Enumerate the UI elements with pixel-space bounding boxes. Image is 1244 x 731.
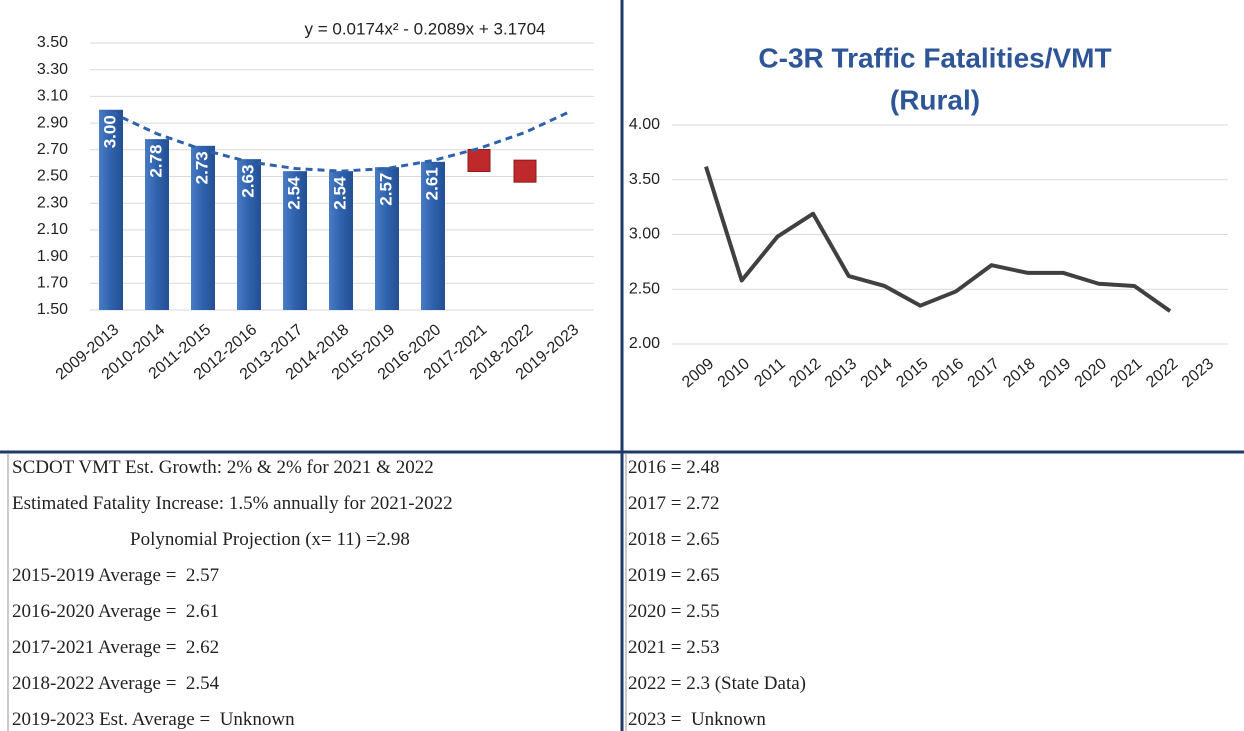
bar	[99, 109, 123, 310]
x-tick-label: 2011	[751, 355, 788, 390]
x-tick-label: 2018	[1000, 355, 1038, 391]
bar	[145, 139, 169, 310]
x-tick-label: 2014	[858, 355, 896, 391]
note-line: 2019-2023 Est. Average = Unknown	[12, 709, 295, 730]
bar	[329, 171, 353, 310]
note-line: 2017-2021 Average = 2.62	[12, 637, 220, 658]
chart-title: C-3R Traffic Fatalities/VMT	[758, 42, 1111, 73]
y-tick-label: 3.50	[37, 34, 68, 51]
note-line: 2017 = 2.72	[628, 493, 720, 514]
y-tick-label: 3.30	[37, 61, 68, 78]
y-tick-label: 1.90	[37, 248, 68, 265]
data-label: 3.00	[100, 115, 119, 148]
y-tick-label: 2.00	[629, 335, 660, 352]
x-tick-label: 2020	[1072, 355, 1110, 391]
chart-subtitle: (Rural)	[890, 84, 980, 115]
note-line: SCDOT VMT Est. Growth: 2% & 2% for 2021 …	[12, 457, 434, 478]
data-label: 2.73	[192, 151, 211, 184]
bar	[421, 161, 445, 310]
note-line: 2018-2022 Average = 2.54	[12, 673, 220, 694]
data-label: 2.63	[238, 165, 257, 198]
marker	[513, 159, 537, 183]
x-tick-label: 2023	[1179, 355, 1217, 391]
marker	[467, 148, 491, 172]
x-tick-label: 2016	[929, 355, 967, 391]
note-line: 2021 = 2.53	[628, 637, 720, 658]
note-line: 2018 = 2.65	[628, 529, 720, 550]
series-line	[704, 166, 1172, 313]
y-tick-label: 1.70	[37, 275, 68, 292]
y-tick-label: 2.70	[37, 141, 68, 158]
x-tick-label: 2021	[1107, 355, 1145, 391]
note-line: 2022 = 2.3 (State Data)	[628, 673, 806, 694]
note-line: 2015-2019 Average = 2.57	[12, 565, 220, 586]
note-line: 2019 = 2.65	[628, 565, 720, 586]
y-tick-label: 3.10	[37, 88, 68, 105]
bar	[375, 167, 399, 310]
data-label: 2.54	[330, 176, 349, 210]
x-tick-label: 2019	[1036, 355, 1074, 391]
equation: y = 0.0174x² - 0.2089x + 3.1704	[304, 19, 545, 38]
y-tick-label: 4.00	[629, 116, 660, 133]
note-line: 2016-2020 Average = 2.61	[12, 601, 220, 622]
x-tick-label: 2015	[893, 355, 931, 391]
data-label: 2.57	[376, 173, 395, 206]
note-line: 2023 = Unknown	[628, 709, 766, 730]
y-tick-label: 2.50	[37, 168, 68, 185]
bar	[283, 171, 307, 310]
x-tick-label: 2009	[679, 355, 717, 391]
x-tick-label: 2022	[1143, 355, 1181, 391]
y-tick-label: 3.50	[629, 171, 660, 188]
x-tick-label: 2013	[822, 355, 860, 391]
data-label: 2.61	[422, 167, 441, 200]
x-tick-label: 2012	[786, 355, 824, 391]
bar	[191, 145, 215, 310]
data-label: 2.54	[284, 176, 303, 210]
x-tick-label: 2010	[715, 355, 753, 391]
y-tick-label: 2.30	[37, 194, 68, 211]
note-line: Estimated Fatality Increase: 1.5% annual…	[12, 493, 453, 514]
x-tick-label: 2017	[965, 355, 1003, 391]
bar	[237, 159, 261, 310]
data-label: 2.78	[146, 145, 165, 178]
note-line: Polynomial Projection (x= 11) =2.98	[130, 529, 410, 550]
y-tick-label: 2.10	[37, 221, 68, 238]
y-tick-label: 2.90	[37, 114, 68, 131]
y-tick-label: 1.50	[37, 301, 68, 318]
note-line: 2020 = 2.55	[628, 601, 720, 622]
series-line	[110, 109, 572, 173]
y-tick-label: 3.00	[629, 226, 660, 243]
note-line: 2016 = 2.48	[628, 457, 720, 478]
y-tick-label: 2.50	[629, 280, 660, 297]
